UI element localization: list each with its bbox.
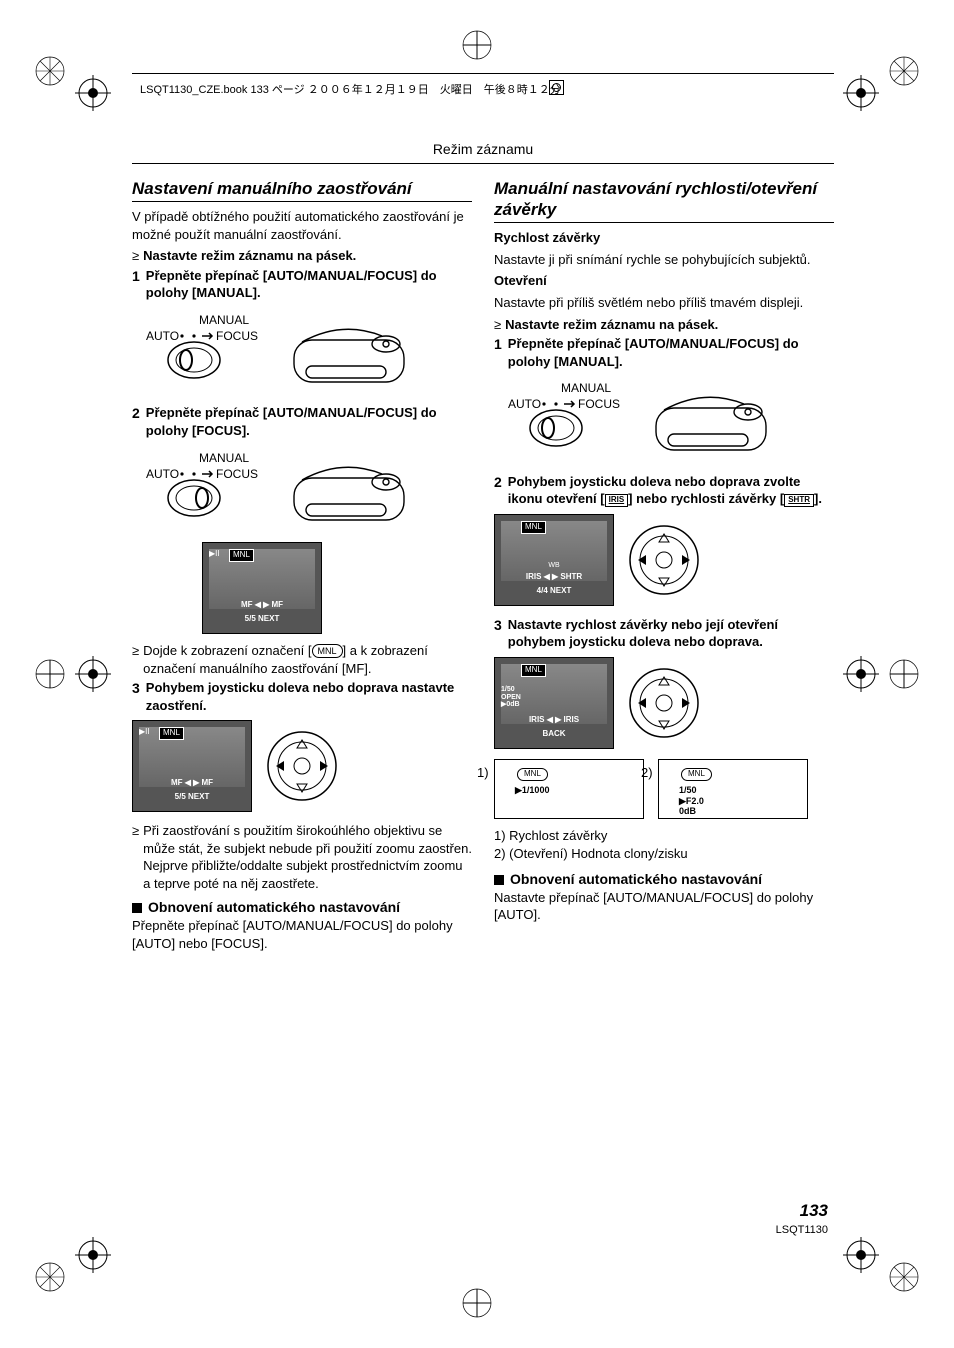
left-bullet-1: ≥Nastavte režim záznamu na pásek. [132,247,472,265]
section-title: Režim záznamu [132,140,834,159]
box-aperture: 2) MNL 1/50 ▶F2.0 0dB [658,759,808,819]
shutter-label: Rychlost závěrky [494,229,834,247]
legend-list: 1) Rychlost závěrky 2) (Otevření) Hodnot… [494,827,834,862]
right-column: Manuální nastavování rychlosti/otevření … [494,178,834,957]
box-shutter: 1) MNL ▶1/1000 [494,759,644,819]
registration-icon [843,75,879,111]
left-step-2: 2Přepněte přepínač [AUTO/MANUAL/FOCUS] d… [132,404,472,439]
registration-icon [843,1237,879,1273]
square-icon [494,875,504,885]
left-intro: V případě obtížného použití automatickéh… [132,208,472,243]
left-note-wide: ≥Při zaostřování s použitím širokoúhlého… [132,822,472,892]
svg-text:MANUAL: MANUAL [199,451,249,465]
header-text: LSQT1130_CZE.book 133 ページ ２００６年１２月１９日 火曜… [140,83,561,98]
crop-mark-icon [460,28,494,62]
left-note-mnl: ≥Dojde k zobrazení označení [MNL] a k zo… [132,642,472,677]
switch-figure-1: MANUAL AUTO FOCUS [144,310,472,395]
joystick-icon [264,728,340,804]
left-restore: Obnovení automatického nastavování Přepn… [132,898,472,952]
crop-mark-icon [887,54,921,88]
aperture-text: Nastavte při příliš světlém nebo příliš … [494,294,834,312]
right-step-3: 3Nastavte rychlost závěrky nebo její ote… [494,616,834,651]
page-footer: 133 LSQT1130 [776,1200,828,1238]
joystick-icon [626,665,702,741]
switch-figure-3: MANUAL AUTO FOCUS [506,378,834,463]
right-step-1: 1Přepněte přepínač [AUTO/MANUAL/FOCUS] d… [494,335,834,370]
example-boxes: 1) MNL ▶1/1000 2) MNL 1/50 ▶F2.0 0dB [494,759,834,819]
left-step-1: 1Přepněte přepínač [AUTO/MANUAL/FOCUS] d… [132,267,472,302]
crop-mark-icon [460,1286,494,1320]
page-content: Režim záznamu Nastavení manuálního zaost… [132,140,834,1238]
registration-icon [75,75,111,111]
header-rule [132,73,834,74]
registration-icon [75,656,111,692]
label-manual: MANUAL [199,313,249,327]
switch-figure-2: MANUAL AUTO FOCUS [144,448,472,533]
svg-text:AUTO: AUTO [508,397,541,411]
svg-text:AUTO: AUTO [146,329,179,343]
crop-mark-icon [887,657,921,691]
lcd-screen-1: ▶II MNL MF ◀ ▶ MF 5/5 NEXT [202,542,322,634]
joystick-icon [626,522,702,598]
joystick-figure-3: MNL 1/50 OPEN ▶0dB IRIS ◀ ▶ IRIS BACK [494,657,834,749]
svg-text:FOCUS: FOCUS [216,467,258,481]
joystick-figure-2: MNL WB IRIS ◀ ▶ SHTR 4/4 NEXT [494,514,834,606]
square-icon [132,903,142,913]
crop-mark-icon [887,1260,921,1294]
left-column: Nastavení manuálního zaostřování V přípa… [132,178,472,957]
right-restore: Obnovení automatického nastavování Nasta… [494,870,834,924]
registration-icon [843,656,879,692]
joystick-figure-1: ▶II MNL MF ◀ ▶ MF 5/5 NEXT [132,720,472,812]
aperture-label: Otevření [494,272,834,290]
right-step-2: 2Pohybem joysticku doleva nebo doprava z… [494,473,834,508]
svg-text:MANUAL: MANUAL [561,381,611,395]
right-heading: Manuální nastavování rychlosti/otevření … [494,178,834,224]
svg-text:FOCUS: FOCUS [578,397,620,411]
crop-mark-icon [33,657,67,691]
registration-icon [75,1237,111,1273]
header-date-icon [549,80,564,95]
crop-mark-icon [33,1260,67,1294]
left-heading: Nastavení manuálního zaostřování [132,178,472,202]
section-rule [132,163,834,164]
svg-text:AUTO: AUTO [146,467,179,481]
svg-text:FOCUS: FOCUS [216,329,258,343]
right-bullet-1: ≥Nastavte režim záznamu na pásek. [494,316,834,334]
crop-mark-icon [33,54,67,88]
left-step-3: 3Pohybem joysticku doleva nebo doprava n… [132,679,472,714]
shutter-text: Nastavte ji při snímání rychle se pohybu… [494,251,834,269]
